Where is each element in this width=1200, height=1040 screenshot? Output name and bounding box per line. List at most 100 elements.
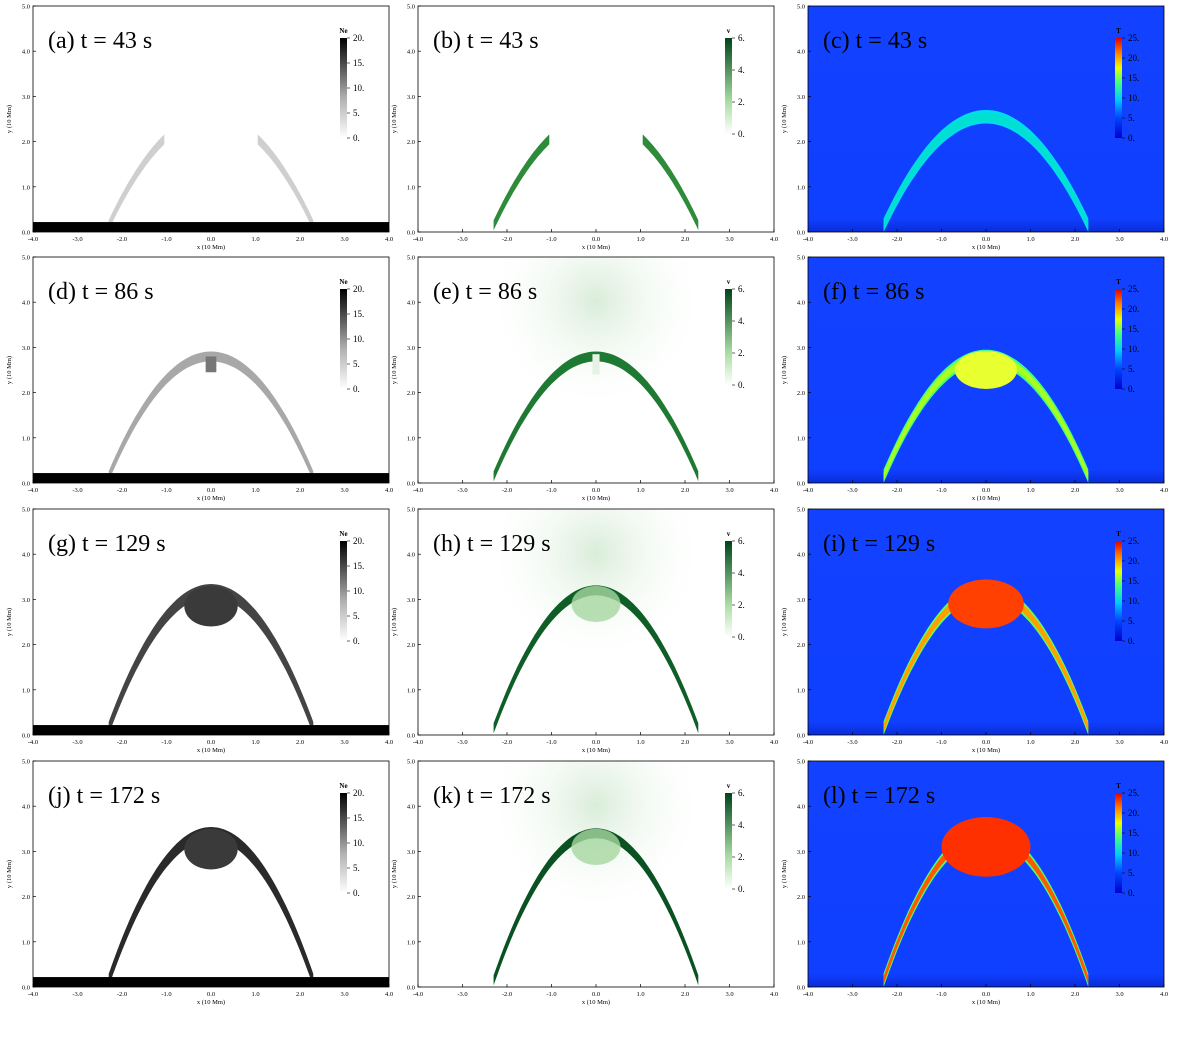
colorbar-tick-label: 4. [738,568,745,578]
chromosphere-layer [33,473,389,483]
x-tick-label: -2.0 [892,991,902,998]
y-tick-label: 3.0 [407,345,415,352]
x-tick-label: 4.0 [1160,487,1168,494]
plot-area [808,257,1164,483]
y-tick-label: 4.0 [22,49,30,56]
colorbar-tick-label: 20. [353,536,364,546]
y-tick-label: 5.0 [797,255,805,262]
colorbar [725,38,732,134]
colorbar-tick-label: 0. [1128,133,1135,143]
colorbar [340,793,347,893]
colorbar-tick-label: 20. [353,284,364,294]
colorbar-tick-label: 20. [353,33,364,43]
x-tick-label: -4.0 [28,487,38,494]
plot-background [33,761,389,987]
x-tick-label: -3.0 [457,739,467,746]
y-tick-label: 5.0 [407,507,415,514]
colorbar-tick-label: 5. [353,108,360,118]
x-tick-label: 0.0 [982,487,990,494]
x-tick-label: 1.0 [251,236,259,243]
x-tick-label: 3.0 [340,487,348,494]
y-tick-label: 3.0 [407,849,415,856]
apex-hot-region [941,817,1031,877]
x-tick-label: 2.0 [1071,739,1079,746]
x-tick-label: 1.0 [251,487,259,494]
y-axis-label: y (10 Mm) [781,356,788,384]
colorbar-tick-label: 0. [738,884,745,894]
panel-label: (j) t = 172 s [48,783,160,809]
colorbar [340,289,347,389]
x-tick-label: 2.0 [1071,991,1079,998]
y-tick-label: 0.0 [22,733,30,740]
x-tick-label: -2.0 [117,236,127,243]
x-axis-label: x (10 Mm) [582,999,610,1006]
loop-left-leg [108,134,165,231]
panel-b: -4.0 -3.0 -2.0 -1.0 0.0 1.0 2.0 3.0 4.0 x (10 Mm)… [391,4,778,252]
x-tick-label: 0.0 [207,739,215,746]
colorbar-tick-label: 25. [1128,33,1139,43]
colorbar-tick-label: 4. [738,820,745,830]
x-tick-label: 3.0 [1115,487,1123,494]
plot-area [808,509,1164,735]
panel-a: -4.0 -3.0 -2.0 -1.0 0.0 1.0 2.0 3.0 4.0 x (10 Mm)… [6,4,393,252]
y-tick-label: 1.0 [407,939,415,946]
panel-g: -4.0 -3.0 -2.0 -1.0 0.0 1.0 2.0 3.0 4.0 x (10 Mm)… [6,507,393,755]
y-tick-label: 0.0 [407,985,415,992]
x-tick-label: 1.0 [636,739,644,746]
x-tick-label: -2.0 [117,991,127,998]
loop-body [493,585,699,734]
y-axis-label: y (10 Mm) [6,356,13,384]
colorbar-tick-label: 0. [353,384,360,394]
y-tick-label: 1.0 [22,184,30,191]
x-tick-label: -1.0 [161,739,171,746]
x-tick-label: -4.0 [28,739,38,746]
colorbar-tick-label: 0. [738,129,745,139]
y-tick-label: 3.0 [22,94,30,101]
y-tick-label: 3.0 [797,849,805,856]
chromosphere-layer [33,222,389,232]
x-tick-label: 3.0 [1115,991,1123,998]
colorbar-title: v [727,530,731,538]
x-tick-label: 4.0 [385,739,393,746]
panel-j: -4.0 -3.0 -2.0 -1.0 0.0 1.0 2.0 3.0 4.0 x (10 Mm)… [6,759,393,1007]
x-tick-label: -3.0 [847,991,857,998]
colorbar-tick-label: 0. [353,636,360,646]
colorbar [725,541,732,637]
colorbar-tick-label: 4. [738,65,745,75]
colorbar-tick-label: 20. [1128,808,1139,818]
colorbar-title: Ne [339,27,347,35]
y-axis-label: y (10 Mm) [781,608,788,636]
colorbar-tick-label: 10. [353,83,364,93]
y-tick-label: 0.0 [797,733,805,740]
y-tick-label: 5.0 [407,759,415,766]
x-tick-label: -3.0 [457,991,467,998]
x-tick-label: 1.0 [1026,991,1034,998]
y-axis-label: y (10 Mm) [6,860,13,888]
colorbar [1115,289,1122,389]
colorbar-tick-label: 10. [353,586,364,596]
colorbar [1115,793,1122,893]
colorbar [340,541,347,641]
x-tick-label: -4.0 [803,487,813,494]
x-tick-label: 2.0 [296,991,304,998]
y-tick-label: 2.0 [407,390,415,397]
x-tick-label: -3.0 [72,487,82,494]
x-tick-label: -1.0 [161,236,171,243]
colorbar-tick-label: 5. [1128,616,1135,626]
colorbar-tick-label: 5. [353,359,360,369]
colorbar-tick-label: 2. [738,852,745,862]
colorbar-tick-label: 15. [1128,73,1139,83]
colorbar-tick-label: 15. [1128,324,1139,334]
x-tick-label: -2.0 [502,487,512,494]
y-tick-label: 2.0 [797,894,805,901]
panel-label: (h) t = 129 s [433,531,551,557]
y-tick-label: 1.0 [407,184,415,191]
y-tick-label: 5.0 [797,507,805,514]
y-tick-label: 3.0 [797,597,805,604]
x-tick-label: -3.0 [847,236,857,243]
x-tick-label: -1.0 [936,236,946,243]
y-tick-label: 4.0 [797,552,805,559]
y-tick-label: 5.0 [407,4,415,11]
x-tick-label: 1.0 [636,991,644,998]
y-tick-label: 5.0 [797,4,805,11]
